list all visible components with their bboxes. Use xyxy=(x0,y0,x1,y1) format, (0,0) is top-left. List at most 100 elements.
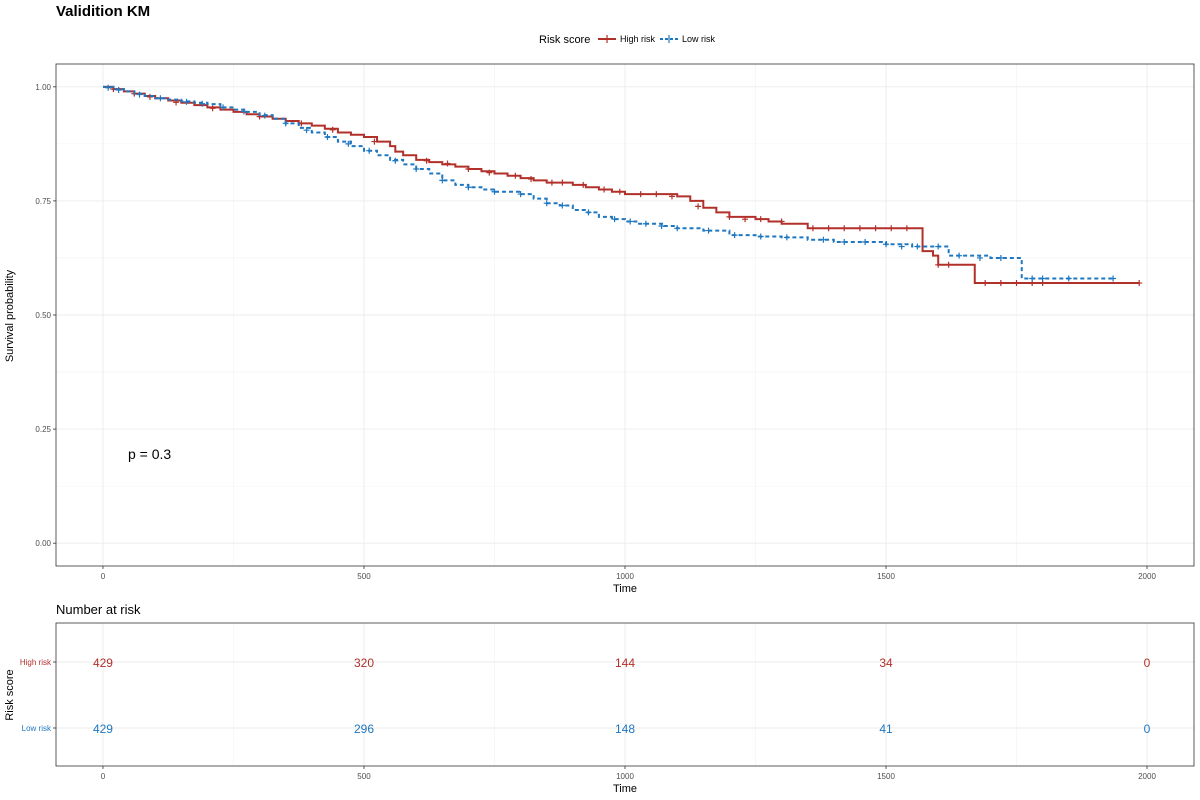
risk-count-low-risk: 429 xyxy=(93,722,113,736)
censor-mark-low-risk xyxy=(820,236,827,243)
survival-y-ticks: 0.00 0.25 0.50 0.75 1.00 xyxy=(35,83,56,548)
censor-marks-low-risk xyxy=(105,84,1117,282)
censor-mark-high-risk xyxy=(512,172,519,179)
risk-x-tick-label: 1000 xyxy=(616,772,634,781)
risk-count-high-risk: 144 xyxy=(615,656,635,670)
risk-count-high-risk: 34 xyxy=(879,656,893,670)
censor-mark-low-risk xyxy=(345,140,352,147)
x-tick-label: 2000 xyxy=(1138,572,1156,581)
legend-item-high-risk: High risk xyxy=(598,34,656,44)
censor-mark-low-risk xyxy=(183,98,190,105)
censor-mark-high-risk xyxy=(528,176,535,183)
y-tick-label: 0.50 xyxy=(35,311,51,320)
censor-mark-low-risk xyxy=(642,220,649,227)
y-tick-label: 0.25 xyxy=(35,425,51,434)
legend: Risk score High risk Low risk xyxy=(539,34,716,46)
censor-mark-low-risk xyxy=(757,233,764,240)
censor-mark-high-risk xyxy=(559,179,566,186)
censor-mark-high-risk xyxy=(945,261,952,268)
risk-count-high-risk: 0 xyxy=(1144,656,1151,670)
censor-mark-low-risk xyxy=(674,225,681,232)
censor-mark-high-risk xyxy=(742,216,749,223)
p-value-annotation: p = 0.3 xyxy=(128,446,171,462)
risk-count-high-risk: 429 xyxy=(93,656,113,670)
censor-mark-high-risk xyxy=(935,261,942,268)
censor-mark-low-risk xyxy=(997,254,1004,261)
censor-mark-low-risk xyxy=(956,252,963,259)
censor-mark-high-risk xyxy=(616,188,623,195)
censor-mark-low-risk xyxy=(413,165,420,172)
censor-mark-high-risk xyxy=(371,138,378,145)
censor-mark-low-risk xyxy=(731,232,738,239)
x-tick-label: 1000 xyxy=(616,572,634,581)
chart-title: Validition KM xyxy=(56,3,150,20)
censor-mark-low-risk xyxy=(914,243,921,250)
censor-mark-high-risk xyxy=(888,225,895,232)
censor-mark-low-risk xyxy=(465,184,472,191)
risk-grid xyxy=(56,623,1194,766)
censor-mark-low-risk xyxy=(543,200,550,207)
risk-table-title: Number at risk xyxy=(56,602,141,617)
censor-mark-high-risk xyxy=(809,225,816,232)
curve-low-risk xyxy=(102,85,1114,280)
censor-mark-high-risk xyxy=(841,225,848,232)
risk-row-label-high-risk: High risk xyxy=(20,658,52,667)
survival-curves xyxy=(102,84,1143,287)
censor-mark-high-risk xyxy=(580,181,587,188)
legend-label-low-risk: Low risk xyxy=(682,34,716,44)
risk-x-tick-label: 2000 xyxy=(1138,772,1156,781)
censor-mark-high-risk xyxy=(486,169,493,176)
censor-mark-high-risk xyxy=(465,165,472,172)
risk-count-low-risk: 148 xyxy=(615,722,635,736)
censor-mark-high-risk xyxy=(601,186,608,193)
censor-mark-low-risk xyxy=(1065,275,1072,282)
censor-mark-high-risk xyxy=(637,191,644,198)
censor-mark-low-risk xyxy=(282,120,289,127)
censor-mark-low-risk xyxy=(136,91,143,98)
censor-mark-low-risk xyxy=(392,157,399,164)
risk-x-tick-label: 1500 xyxy=(877,772,895,781)
censor-mark-low-risk xyxy=(220,104,227,111)
censor-mark-high-risk xyxy=(1136,280,1143,287)
censor-mark-low-risk xyxy=(1029,275,1036,282)
censor-mark-low-risk xyxy=(517,191,524,198)
censor-mark-low-risk xyxy=(491,188,498,195)
survival-x-ticks: 0 500 1000 1500 2000 xyxy=(101,566,1156,581)
risk-table-cells: 429 320 144 34 0 429 296 148 41 0 xyxy=(93,656,1151,736)
y-tick-label: 1.00 xyxy=(35,83,51,92)
censor-mark-high-risk xyxy=(444,160,451,167)
censor-mark-high-risk xyxy=(1013,280,1020,287)
censor-mark-high-risk xyxy=(209,105,216,112)
censor-mark-low-risk xyxy=(1110,275,1117,282)
risk-row-label-low-risk: Low risk xyxy=(22,724,52,733)
censor-mark-high-risk xyxy=(668,193,675,200)
legend-item-low-risk: Low risk xyxy=(660,34,716,44)
censor-mark-low-risk xyxy=(611,216,618,223)
censor-mark-high-risk xyxy=(856,225,863,232)
risk-count-low-risk: 296 xyxy=(354,722,374,736)
censor-mark-low-risk xyxy=(261,112,268,119)
survival-x-axis-title: Time xyxy=(613,583,637,595)
censor-mark-high-risk xyxy=(903,225,910,232)
censor-mark-high-risk xyxy=(423,157,430,164)
censor-mark-high-risk xyxy=(695,203,702,210)
y-tick-label: 0.00 xyxy=(35,539,51,548)
legend-label-high-risk: High risk xyxy=(620,34,656,44)
risk-row-labels: High risk Low risk xyxy=(20,658,56,733)
censor-mark-high-risk xyxy=(997,280,1004,287)
censor-mark-low-risk xyxy=(935,243,942,250)
censor-mark-high-risk xyxy=(726,213,733,220)
censor-mark-low-risk xyxy=(976,254,983,261)
censor-mark-high-risk xyxy=(982,280,989,287)
risk-count-low-risk: 0 xyxy=(1144,722,1151,736)
censor-mark-high-risk xyxy=(757,216,764,223)
censor-mark-low-risk xyxy=(115,87,122,94)
censor-mark-high-risk xyxy=(548,179,555,186)
censor-mark-low-risk xyxy=(705,227,712,234)
x-tick-label: 0 xyxy=(101,572,106,581)
censor-mark-low-risk xyxy=(324,134,331,141)
censor-mark-low-risk xyxy=(240,108,247,115)
censor-mark-low-risk xyxy=(439,177,446,184)
